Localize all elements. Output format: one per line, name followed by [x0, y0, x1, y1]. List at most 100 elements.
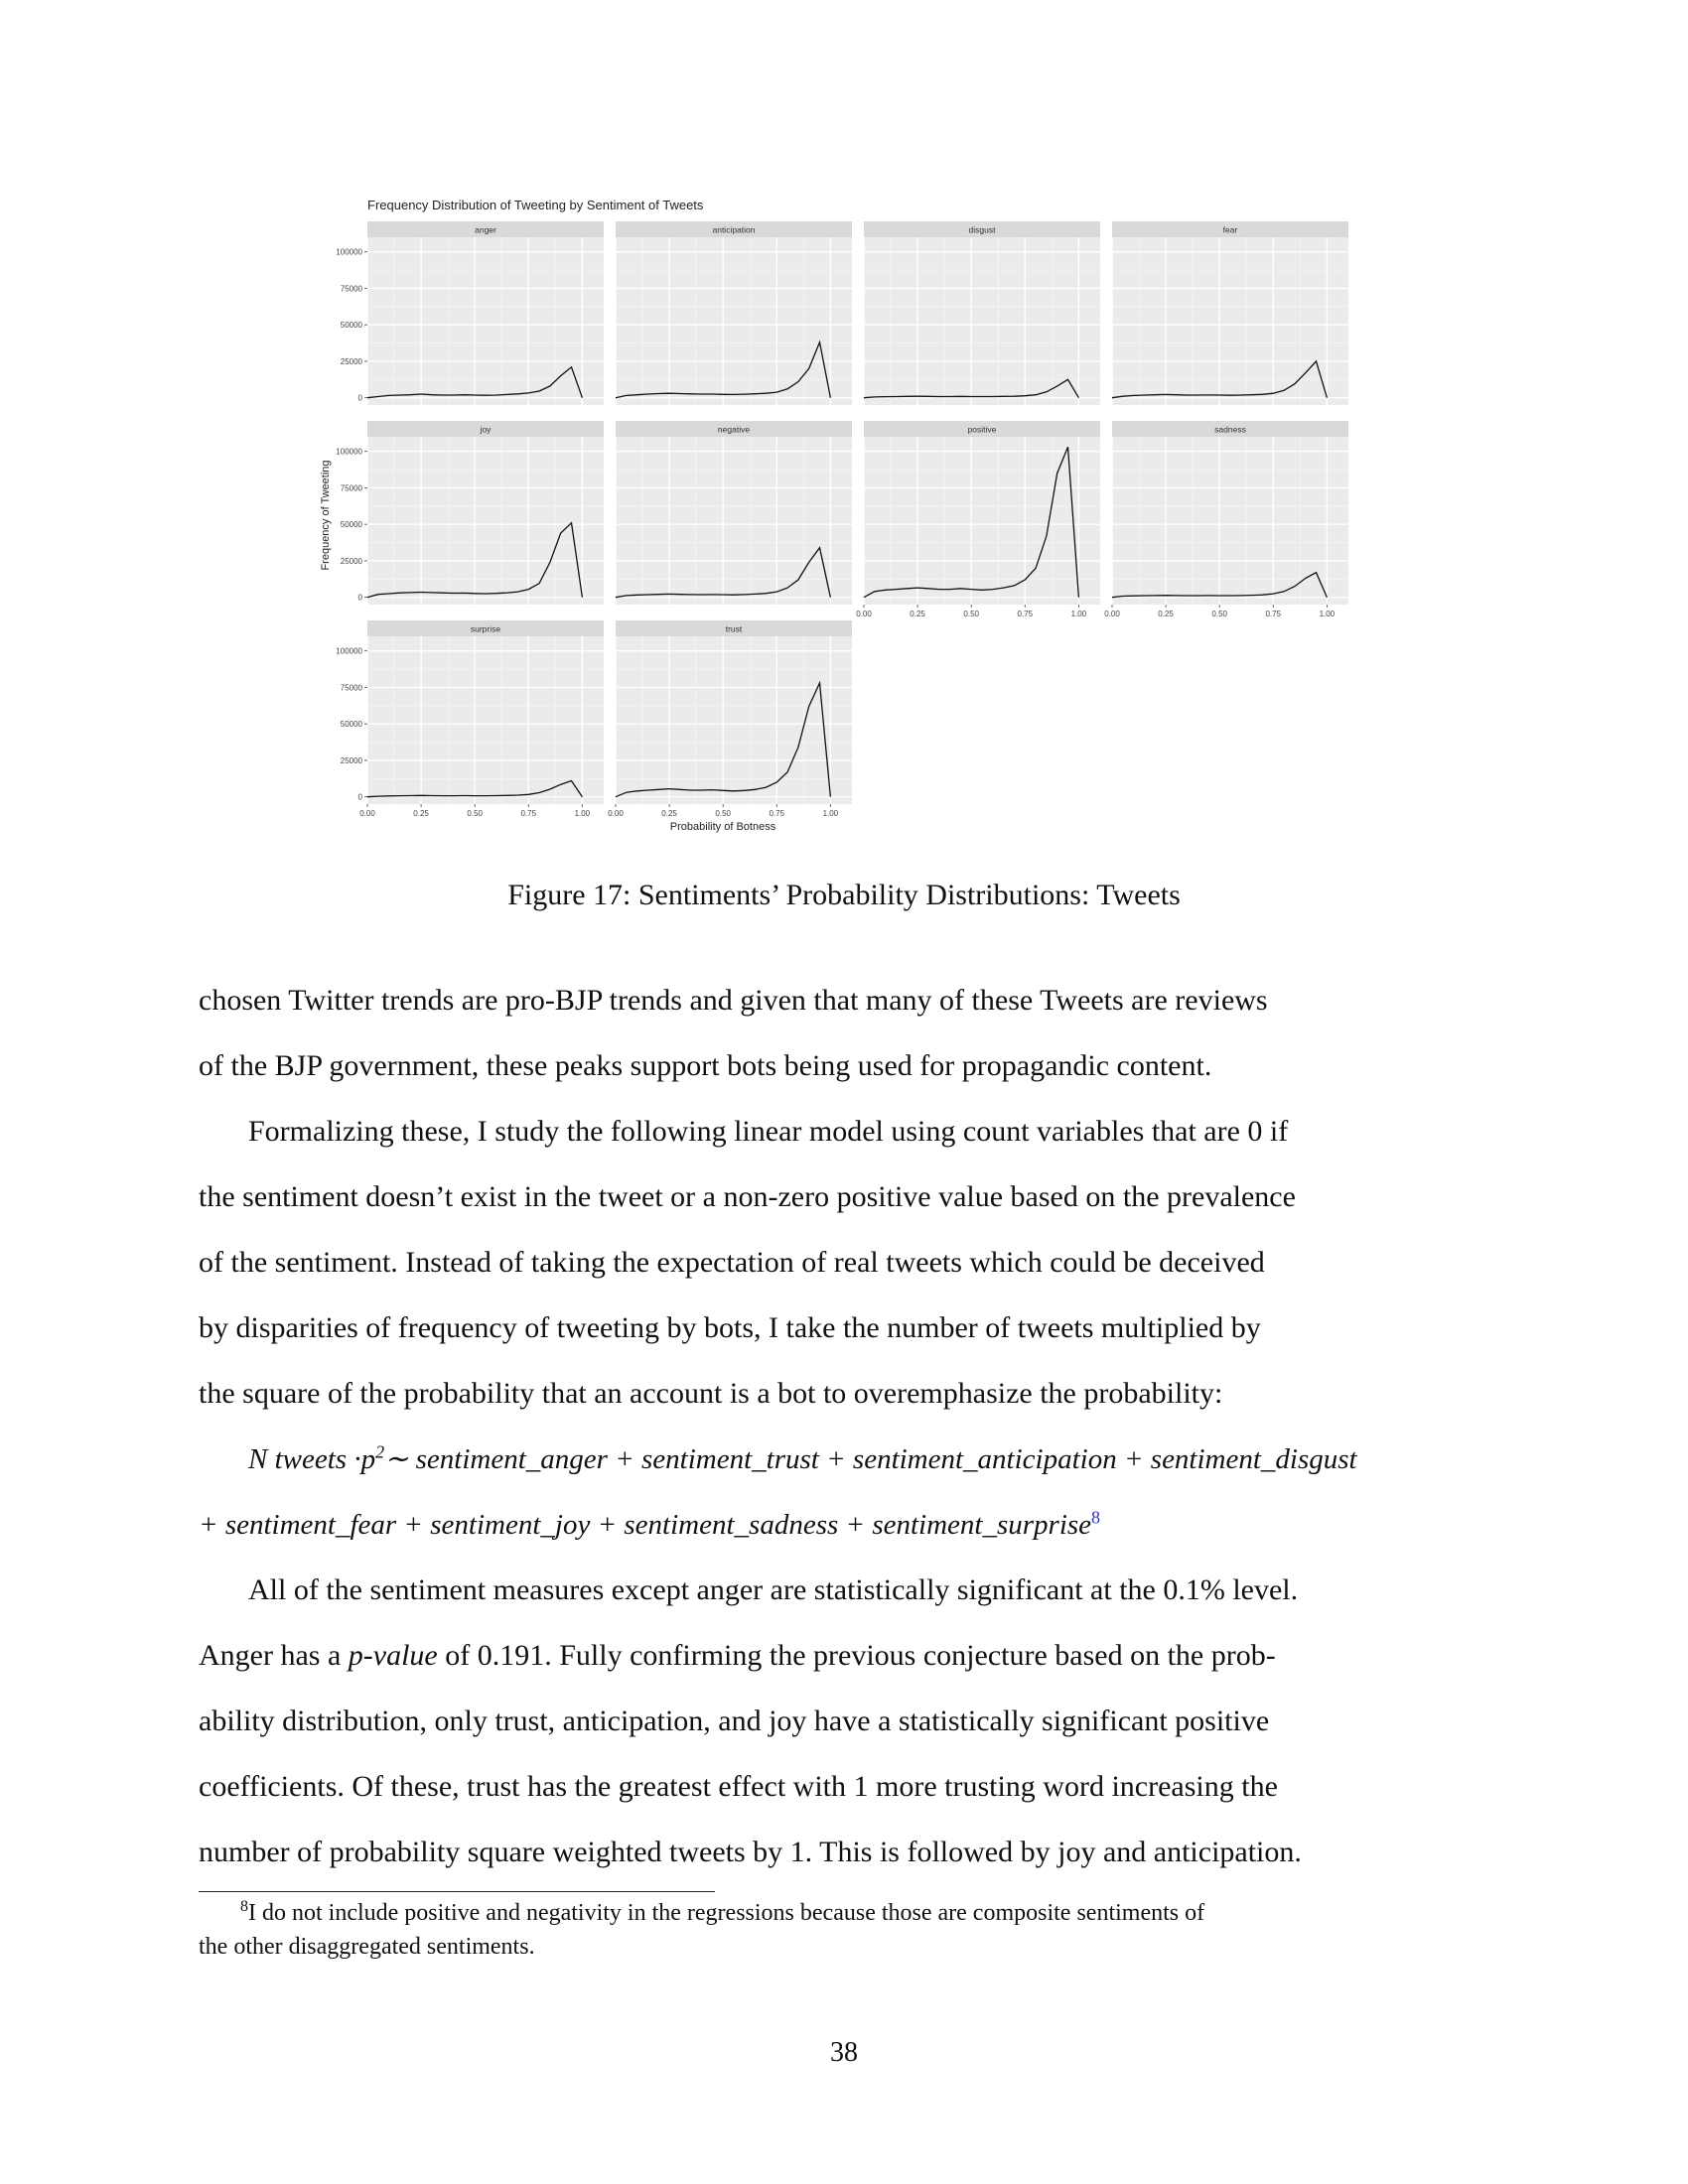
series-line-trust — [615, 680, 832, 798]
x-tick-label: 0.25 — [661, 809, 677, 818]
x-tick-label: 1.00 — [575, 809, 591, 818]
model-equation: N tweets ·p2∼ sentiment_anger + sentimen… — [199, 1427, 1569, 1558]
x-tick-label: 0.75 — [1017, 610, 1033, 618]
facet-strip — [1112, 421, 1348, 437]
text-line: by disparities of frequency of tweeting … — [199, 1311, 1261, 1344]
facet-label: anticipation — [712, 225, 755, 235]
facet-label: negative — [718, 425, 750, 435]
x-tick-label: 0.50 — [963, 610, 979, 618]
text-line: All of the sentiment measures except ang… — [248, 1573, 1299, 1606]
text-line: Anger has a p-value of 0.191. Fully conf… — [199, 1623, 1489, 1689]
y-tick-label: 25000 — [341, 557, 363, 566]
y-tick-label: 75000 — [341, 483, 363, 492]
text-line: coefficients. Of these, trust has the gr… — [199, 1770, 1278, 1803]
footnote-line: 8I do not include positive and negativit… — [199, 1896, 1489, 1930]
equation-line-2: + sentiment_fear + sentiment_joy + senti… — [199, 1492, 1569, 1558]
text-line: Formalizing these, I study the following… — [248, 1115, 1289, 1148]
text-fragment: of 0.191. Fully confirming the previous … — [437, 1639, 1276, 1672]
page-number: 38 — [830, 2037, 858, 2068]
series-line-positive — [863, 447, 1080, 599]
x-tick-label: 0.50 — [715, 809, 731, 818]
facet-strip — [616, 221, 852, 237]
series-line-negative — [615, 546, 832, 599]
y-tick-label: 50000 — [341, 720, 363, 729]
facet-label: trust — [726, 624, 743, 634]
y-tick-label: 75000 — [341, 683, 363, 692]
x-tick-label: 0.00 — [856, 610, 872, 618]
facet-strip — [864, 421, 1100, 437]
y-tick-label: 0 — [358, 594, 363, 603]
equation-rhs: ∼ sentiment_anger + sentiment_trust + se… — [384, 1443, 1357, 1475]
facet-label: positive — [968, 425, 997, 435]
y-tick-label: 75000 — [341, 284, 363, 293]
y-tick-label: 0 — [358, 394, 363, 403]
y-tick-label: 0 — [358, 793, 363, 802]
series-line-fear — [1111, 359, 1329, 399]
series-line-surprise — [366, 779, 583, 798]
x-tick-label: 0.75 — [520, 809, 536, 818]
footnote-text: I do not include positive and negativity… — [248, 1900, 1205, 1926]
series-line-sadness — [1111, 571, 1328, 599]
facet-strip — [1112, 221, 1348, 237]
text-line: chosen Twitter trends are pro-BJP trends… — [199, 984, 1268, 1017]
panel-background — [616, 237, 852, 405]
footnote: 8I do not include positive and negativit… — [199, 1896, 1489, 1964]
x-tick-label: 0.25 — [910, 610, 925, 618]
panel-background — [616, 636, 852, 804]
text-line: number of probability square weighted tw… — [199, 1836, 1302, 1868]
facet-strip — [616, 421, 852, 437]
footnote-rule — [199, 1891, 715, 1892]
text-line: of the sentiment. Instead of taking the … — [199, 1246, 1265, 1279]
x-tick-label: 0.50 — [467, 809, 483, 818]
equation-line-1: N tweets ·p2∼ sentiment_anger + sentimen… — [199, 1427, 1569, 1492]
series-line-anger — [366, 365, 584, 399]
x-tick-label: 1.00 — [1320, 610, 1336, 618]
series-line-disgust — [863, 378, 1079, 399]
panel-background — [367, 437, 604, 605]
y-axis-label: Frequency of Tweeting — [320, 460, 332, 570]
series-line-anticipation — [615, 340, 832, 399]
footnote-line: the other disaggregated sentiments. — [199, 1934, 535, 1960]
x-tick-label: 0.50 — [1211, 610, 1227, 618]
text-fragment: Anger has a — [199, 1639, 349, 1672]
facet-strip — [616, 620, 852, 636]
y-tick-label: 100000 — [336, 647, 362, 656]
x-tick-label: 1.00 — [823, 809, 839, 818]
panel-background — [1112, 237, 1348, 405]
x-tick-label: 0.75 — [1265, 610, 1281, 618]
y-tick-label: 25000 — [341, 756, 363, 765]
x-tick-label: 0.25 — [1158, 610, 1174, 618]
equation-lhs: N tweets ·p — [248, 1443, 376, 1475]
footnote-ref-8[interactable]: 8 — [1091, 1507, 1101, 1528]
y-tick-label: 50000 — [341, 520, 363, 529]
p-value-term: p-value — [348, 1639, 438, 1672]
facet-label: fear — [1223, 225, 1238, 235]
faceted-line-chart: Frequency Distribution of Tweeting by Se… — [320, 198, 1348, 833]
panel-background — [616, 437, 852, 605]
x-tick-label: 0.75 — [769, 809, 784, 818]
facet-strip — [367, 221, 604, 237]
facet-label: anger — [475, 225, 496, 235]
x-tick-label: 0.25 — [413, 809, 429, 818]
panel-background — [864, 237, 1100, 405]
facet-label: surprise — [471, 624, 501, 634]
panel-background — [367, 636, 604, 804]
y-tick-label: 25000 — [341, 357, 363, 366]
footnote-mark: 8 — [240, 1898, 248, 1915]
paragraph-2: Formalizing these, I study the following… — [199, 1099, 1489, 1427]
figure-caption: Figure 17: Sentiments’ Probability Distr… — [507, 879, 1181, 911]
text-line: of the BJP government, these peaks suppo… — [199, 1049, 1212, 1082]
paragraph-1: chosen Twitter trends are pro-BJP trends… — [199, 968, 1489, 1099]
equation-exponent: 2 — [375, 1441, 385, 1462]
y-tick-label: 50000 — [341, 321, 363, 330]
paragraph-3: All of the sentiment measures except ang… — [199, 1558, 1489, 1885]
facet-strip — [864, 221, 1100, 237]
y-tick-label: 100000 — [336, 448, 362, 457]
y-tick-label: 100000 — [336, 248, 362, 257]
figure-17: Frequency Distribution of Tweeting by Se… — [298, 194, 1390, 859]
facet-label: disgust — [969, 225, 997, 235]
facet-strip — [367, 620, 604, 636]
text-line: the square of the probability that an ac… — [199, 1377, 1223, 1410]
x-tick-label: 0.00 — [608, 809, 624, 818]
text-line: the sentiment doesn’t exist in the tweet… — [199, 1180, 1296, 1213]
